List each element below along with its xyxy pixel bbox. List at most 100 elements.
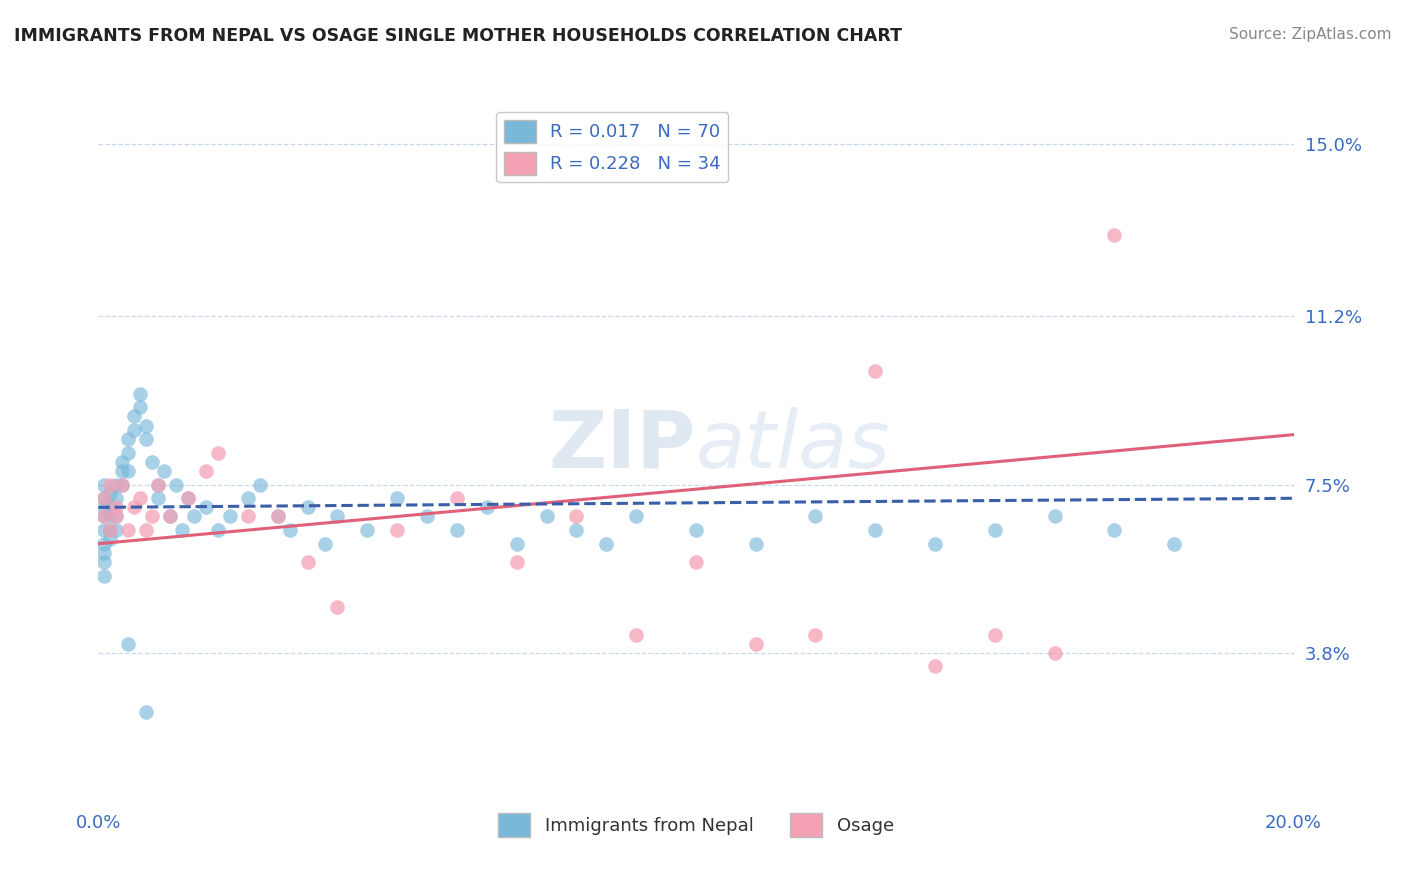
Point	[93, 509, 115, 524]
Point	[685, 555, 707, 569]
Legend: Immigrants from Nepal, Osage: Immigrants from Nepal, Osage	[491, 806, 901, 844]
Point	[326, 600, 349, 615]
Point	[1104, 227, 1126, 242]
Point	[98, 523, 122, 537]
Point	[595, 537, 617, 551]
Point	[685, 523, 707, 537]
Point	[506, 537, 529, 551]
Point	[745, 637, 768, 651]
Point	[105, 509, 128, 524]
Point	[416, 509, 439, 524]
Point	[984, 627, 1007, 641]
Point	[267, 509, 290, 524]
Point	[93, 491, 115, 506]
Point	[315, 537, 337, 551]
Point	[111, 455, 134, 469]
Point	[745, 537, 768, 551]
Point	[207, 446, 229, 460]
Point	[135, 523, 157, 537]
Point	[129, 401, 152, 415]
Point	[1163, 537, 1185, 551]
Point	[93, 537, 115, 551]
Point	[135, 705, 157, 719]
Point	[984, 523, 1007, 537]
Point	[475, 500, 498, 515]
Point	[1104, 523, 1126, 537]
Point	[446, 491, 468, 506]
Point	[804, 509, 827, 524]
Point	[385, 491, 409, 506]
Point	[236, 491, 259, 506]
Point	[236, 509, 259, 524]
Point	[172, 523, 194, 537]
Point	[111, 477, 134, 491]
Point	[865, 523, 887, 537]
Point	[117, 523, 139, 537]
Point	[297, 500, 319, 515]
Point	[93, 546, 115, 560]
Point	[148, 477, 170, 491]
Point	[195, 500, 218, 515]
Point	[117, 464, 139, 478]
Point	[93, 523, 115, 537]
Point	[924, 537, 946, 551]
Point	[356, 523, 378, 537]
Point	[177, 491, 200, 506]
Point	[506, 555, 529, 569]
Point	[135, 418, 157, 433]
Point	[626, 627, 648, 641]
Point	[565, 509, 588, 524]
Point	[219, 509, 242, 524]
Point	[105, 477, 128, 491]
Point	[326, 509, 349, 524]
Point	[98, 509, 122, 524]
Point	[141, 509, 163, 524]
Text: atlas: atlas	[696, 407, 891, 485]
Point	[177, 491, 200, 506]
Point	[105, 491, 128, 506]
Point	[626, 509, 648, 524]
Text: IMMIGRANTS FROM NEPAL VS OSAGE SINGLE MOTHER HOUSEHOLDS CORRELATION CHART: IMMIGRANTS FROM NEPAL VS OSAGE SINGLE MO…	[14, 27, 903, 45]
Point	[117, 446, 139, 460]
Point	[278, 523, 301, 537]
Point	[98, 500, 122, 515]
Point	[117, 637, 139, 651]
Text: Source: ZipAtlas.com: Source: ZipAtlas.com	[1229, 27, 1392, 42]
Point	[93, 555, 115, 569]
Point	[159, 509, 181, 524]
Point	[105, 509, 128, 524]
Point	[804, 627, 827, 641]
Point	[105, 523, 128, 537]
Point	[105, 500, 128, 515]
Point	[98, 523, 122, 537]
Point	[148, 491, 170, 506]
Point	[117, 432, 139, 446]
Point	[385, 523, 409, 537]
Point	[98, 487, 122, 501]
Point	[446, 523, 468, 537]
Point	[297, 555, 319, 569]
Text: ZIP: ZIP	[548, 407, 696, 485]
Point	[1043, 646, 1066, 660]
Point	[93, 477, 115, 491]
Point	[93, 491, 115, 506]
Point	[1043, 509, 1066, 524]
Point	[98, 532, 122, 546]
Point	[124, 500, 146, 515]
Point	[93, 568, 115, 582]
Point	[159, 509, 181, 524]
Point	[124, 423, 146, 437]
Point	[111, 464, 134, 478]
Point	[183, 509, 205, 524]
Point	[93, 509, 115, 524]
Point	[207, 523, 229, 537]
Point	[865, 364, 887, 378]
Point	[195, 464, 218, 478]
Point	[124, 409, 146, 424]
Point	[98, 477, 122, 491]
Point	[565, 523, 588, 537]
Point	[129, 386, 152, 401]
Point	[111, 477, 134, 491]
Point	[93, 500, 115, 515]
Point	[249, 477, 271, 491]
